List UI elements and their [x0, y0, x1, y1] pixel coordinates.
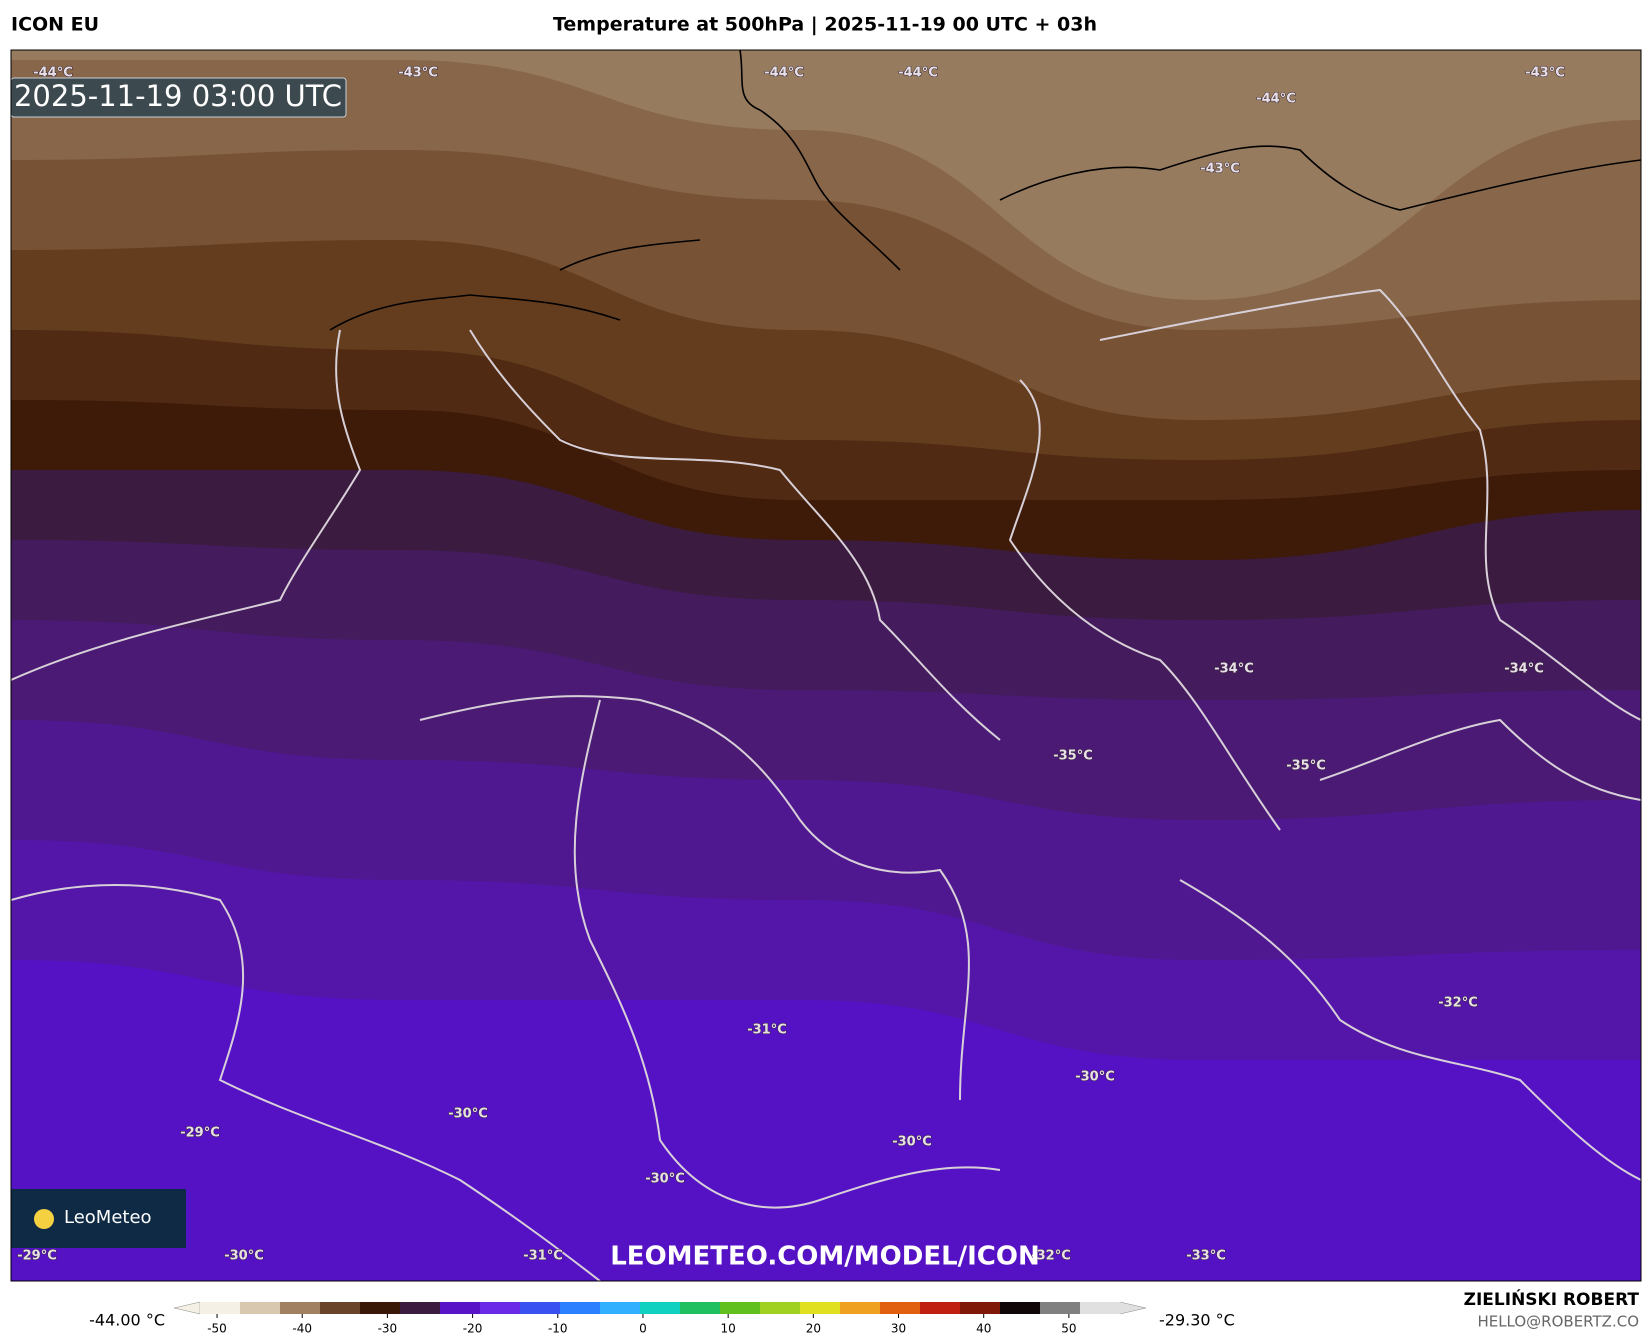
min-value: -44.00 °C — [89, 1311, 165, 1330]
map: -44°C -43°C -44°C -44°C -44°C -43°C -43°C -34°C… — [11, 50, 1641, 1281]
colorbar-tick-label: -10 — [548, 1322, 568, 1336]
contour-label: -32°C — [1031, 1249, 1071, 1264]
colorbar-segment — [600, 1302, 641, 1314]
colorbar-tick-label: -50 — [207, 1322, 227, 1336]
colorbar-segment — [880, 1302, 921, 1314]
colorbar-tick-label: 50 — [1061, 1322, 1076, 1336]
contour-label: -30°C — [1075, 1070, 1115, 1085]
contour-labels: -44°C -43°C -44°C -44°C -44°C -43°C -43°C -34°C… — [17, 65, 1566, 1264]
chart-title: Temperature at 500hPa | 2025-11-19 00 UT… — [553, 14, 1097, 36]
author: ZIELIŃSKI ROBERT — [1464, 1288, 1640, 1310]
colorbar-segment — [1080, 1302, 1121, 1314]
country-borders — [11, 288, 1641, 1281]
colorbar-segment — [240, 1302, 281, 1314]
contour-label: -44°C — [898, 66, 938, 81]
contour-label: -30°C — [224, 1249, 264, 1264]
colorbar-tick-label: 20 — [806, 1322, 821, 1336]
colorbar-tick-label: -40 — [292, 1322, 312, 1336]
colorbar-tick-label: -20 — [463, 1322, 483, 1336]
contour-label: -44°C — [764, 66, 804, 81]
contour-label: -44°C — [33, 66, 73, 81]
contour-label: -32°C — [1438, 996, 1478, 1011]
contour-label: -44°C — [1256, 92, 1296, 107]
max-value: -29.30 °C — [1159, 1311, 1235, 1330]
timestamp-box — [11, 77, 347, 118]
contour-label: -34°C — [1504, 662, 1544, 677]
temperature-field — [11, 50, 1641, 1281]
colorbar-segment — [280, 1302, 321, 1314]
contour-label: -31°C — [523, 1249, 563, 1264]
colorbar-tick-label: 30 — [891, 1322, 906, 1336]
contour-label: -30°C — [892, 1135, 932, 1150]
colorbar-segment — [720, 1302, 761, 1314]
model-name: ICON EU — [11, 14, 99, 36]
colorbar-segment — [800, 1302, 841, 1314]
map-frame — [10, 49, 1642, 1282]
contour-label: -43°C — [1525, 66, 1565, 81]
colorbar-segment — [1000, 1302, 1041, 1314]
contour-label: -35°C — [1053, 749, 1093, 764]
colorbar-segment — [960, 1302, 1001, 1314]
band — [11, 50, 1641, 300]
colorbar-segment — [1040, 1302, 1081, 1314]
contour-label: -43°C — [1200, 162, 1240, 177]
colorbar-tick-label: 0 — [639, 1322, 647, 1336]
colorbar-segment — [440, 1302, 481, 1314]
colorbar-end — [173, 1301, 201, 1315]
contour-label: -30°C — [645, 1172, 685, 1187]
colorbar-segment — [680, 1302, 721, 1314]
colorbar-segment — [640, 1302, 681, 1314]
colorbar-segment — [920, 1302, 961, 1314]
contour-label: -29°C — [17, 1249, 57, 1264]
logo-sun — [34, 1209, 54, 1229]
colorbar-segment — [480, 1302, 521, 1314]
colorbar-segment — [400, 1302, 441, 1314]
contour-label: -29°C — [180, 1126, 220, 1141]
email: HELLO@ROBERTZ.CO — [1477, 1313, 1639, 1331]
coastlines — [329, 50, 1641, 331]
colorbar-segment — [560, 1302, 601, 1314]
colorbar: -50 -40 -30 -20 -10 0 10 20 30 40 50 — [173, 1301, 1147, 1336]
contour-label: -30°C — [448, 1107, 488, 1122]
colorbar-segment — [200, 1302, 241, 1314]
colorbar-segment — [520, 1302, 561, 1314]
colorbar-segment — [320, 1302, 361, 1314]
colorbar-tick-label: -30 — [378, 1322, 398, 1336]
colorbar-end — [1119, 1301, 1147, 1315]
watermark: LEOMETEO.COM/MODEL/ICON — [610, 1242, 1040, 1272]
colorbar-tick-label: 40 — [976, 1322, 991, 1336]
colorbar-tick-label: 10 — [721, 1322, 736, 1336]
timestamp: 2025-11-19 03:00 UTC — [14, 79, 342, 113]
colorbar-segment — [840, 1302, 881, 1314]
contour-label: -31°C — [747, 1023, 787, 1038]
contour-label: -34°C — [1214, 662, 1254, 677]
contour-label: -43°C — [398, 66, 438, 81]
contour-label: -33°C — [1186, 1249, 1226, 1264]
colorbar-segment — [760, 1302, 801, 1314]
logo-text: LeoMeteo — [64, 1207, 152, 1228]
colorbar-segment — [360, 1302, 401, 1314]
contour-label: -35°C — [1286, 759, 1326, 774]
